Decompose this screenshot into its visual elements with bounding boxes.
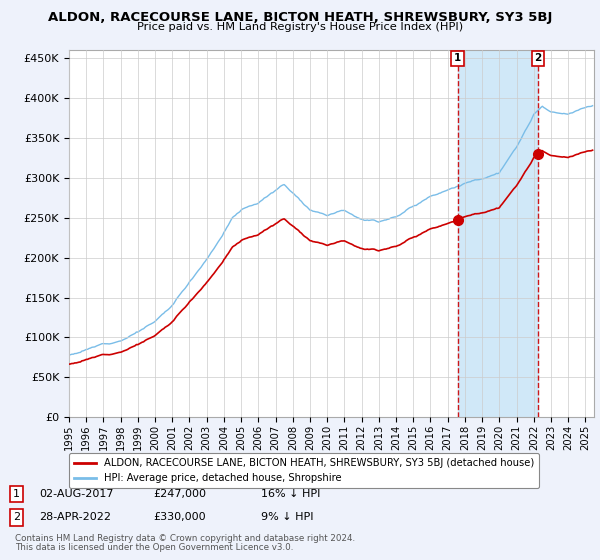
- Text: 9% ↓ HPI: 9% ↓ HPI: [261, 512, 314, 522]
- Text: 28-APR-2022: 28-APR-2022: [39, 512, 111, 522]
- Text: £330,000: £330,000: [153, 512, 206, 522]
- Bar: [458, 50, 538, 417]
- Text: 1: 1: [454, 53, 461, 63]
- Text: This data is licensed under the Open Government Licence v3.0.: This data is licensed under the Open Gov…: [15, 543, 293, 552]
- Text: 1: 1: [13, 489, 20, 499]
- Text: 2: 2: [13, 512, 20, 522]
- Legend: ALDON, RACECOURSE LANE, BICTON HEATH, SHREWSBURY, SY3 5BJ (detached house), HPI:: ALDON, RACECOURSE LANE, BICTON HEATH, SH…: [69, 454, 539, 488]
- Text: £247,000: £247,000: [153, 489, 206, 499]
- Text: Price paid vs. HM Land Registry's House Price Index (HPI): Price paid vs. HM Land Registry's House …: [137, 22, 463, 32]
- Text: Contains HM Land Registry data © Crown copyright and database right 2024.: Contains HM Land Registry data © Crown c…: [15, 534, 355, 543]
- Text: 02-AUG-2017: 02-AUG-2017: [39, 489, 113, 499]
- Text: 16% ↓ HPI: 16% ↓ HPI: [261, 489, 320, 499]
- Text: ALDON, RACECOURSE LANE, BICTON HEATH, SHREWSBURY, SY3 5BJ: ALDON, RACECOURSE LANE, BICTON HEATH, SH…: [48, 11, 552, 24]
- Text: 2: 2: [535, 53, 542, 63]
